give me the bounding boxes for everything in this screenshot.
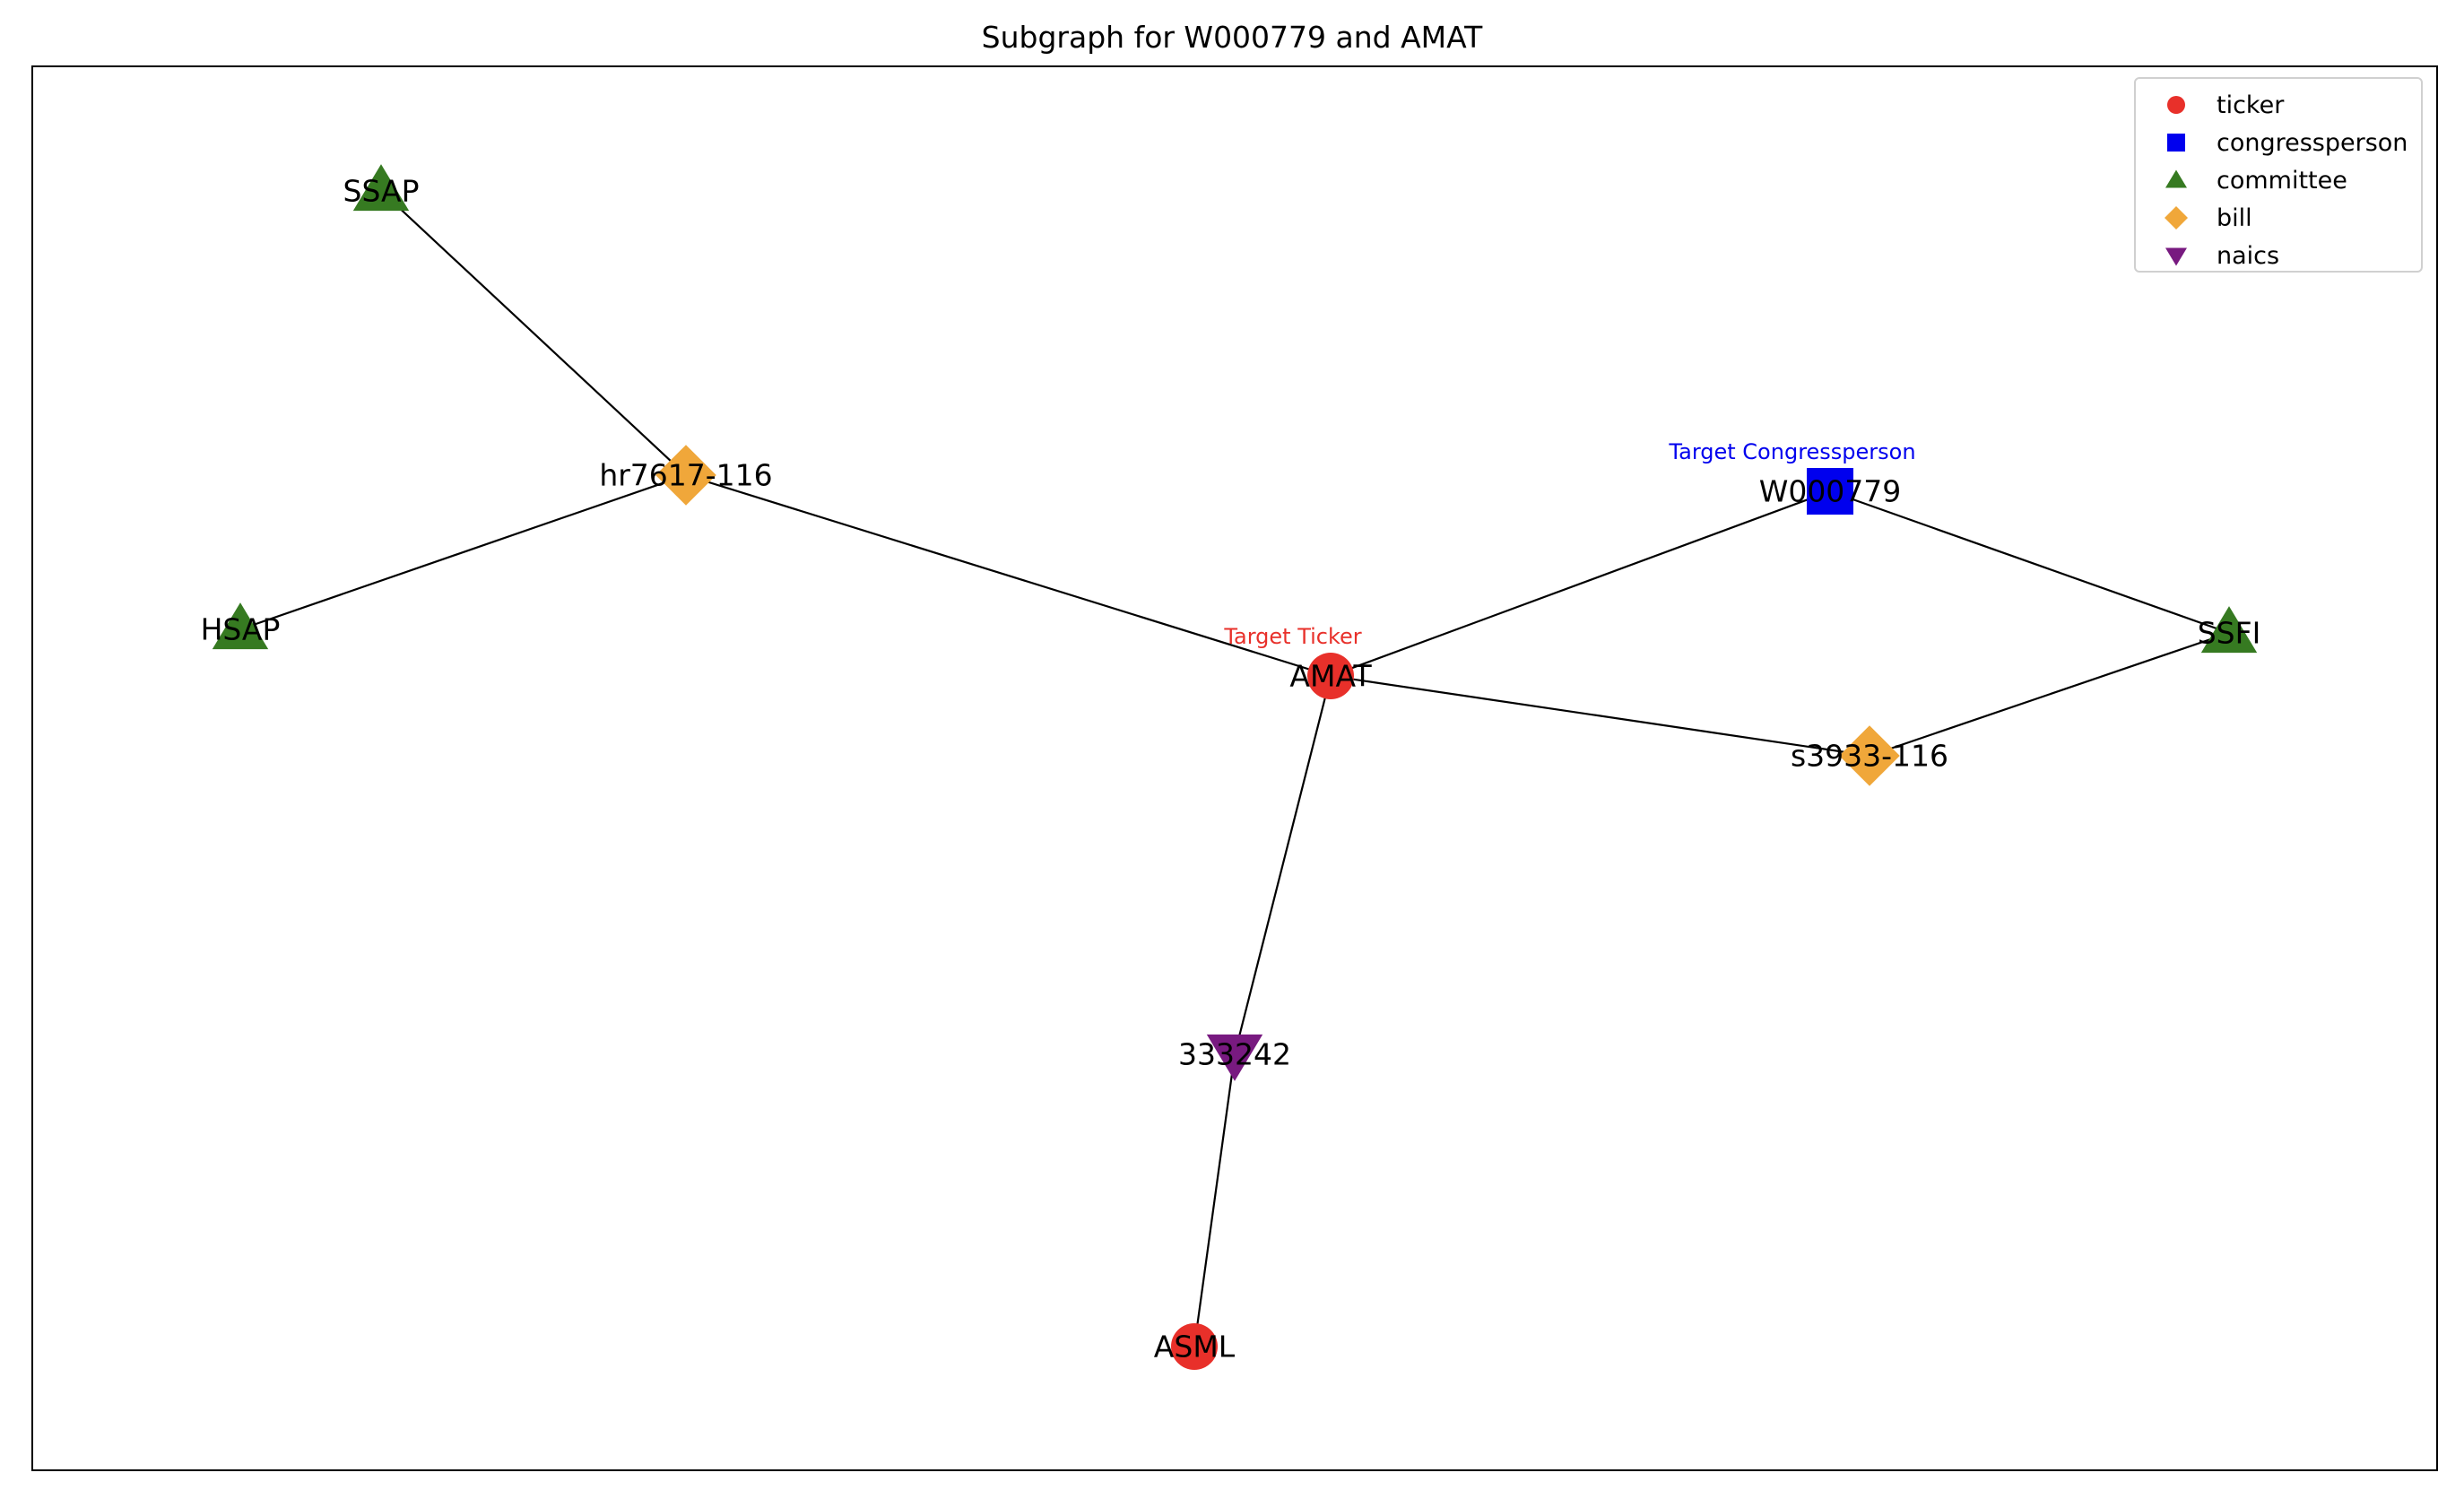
legend-marker-committee-icon	[2136, 161, 2217, 199]
node-ASML	[1171, 1323, 1218, 1370]
node-label-HSAP: HSAP	[201, 612, 281, 647]
edge-333242-ASML	[1193, 1053, 1236, 1347]
node-s3933-116	[1839, 725, 1900, 786]
node-333242	[1206, 1034, 1263, 1081]
node-AMAT	[1307, 653, 1354, 699]
edge-AMAT-W000779	[1330, 489, 1831, 678]
legend-marker-naics-icon	[2136, 237, 2217, 274]
edge-AMAT-333242	[1233, 675, 1332, 1055]
legend-label-committee: committee	[2217, 166, 2347, 195]
node-SSFI	[2200, 606, 2258, 654]
node-HSAP	[212, 602, 269, 650]
legend-label-naics: naics	[2217, 241, 2280, 270]
legend-marker-congressperson-icon	[2136, 124, 2217, 161]
edge-SSAP-hr7617-116	[380, 190, 687, 476]
node-label-SSFI: SSFI	[2198, 616, 2261, 651]
annotation-AMAT: Target Ticker	[1223, 624, 1361, 649]
legend: ticker congressperson committee bill naics	[2134, 77, 2423, 273]
node-label-s3933-116: s3933-116	[1791, 739, 1948, 774]
node-label-ASML: ASML	[1154, 1330, 1236, 1364]
edge-hr7617-116-AMAT	[685, 473, 1332, 678]
legend-label-congressperson: congressperson	[2217, 128, 2408, 157]
node-W000779	[1807, 468, 1853, 515]
legend-item-committee: committee	[2136, 161, 2421, 199]
annotation-W000779: Target Congressperson	[1668, 439, 1915, 464]
node-label-333242: 333242	[1178, 1037, 1291, 1072]
node-label-AMAT: AMAT	[1289, 659, 1372, 694]
edge-layer	[239, 190, 2230, 1347]
node-label-SSAP: SSAP	[343, 174, 420, 209]
legend-marker-bill-icon	[2136, 199, 2217, 237]
edge-W000779-SSFI	[1829, 489, 2230, 635]
legend-marker-ticker-icon	[2136, 86, 2217, 124]
label-layer: SSAP hr7617-116 HSAP AMAT Target Ticker W0007…	[201, 174, 2261, 1364]
node-layer	[212, 164, 2258, 1370]
plot-frame	[31, 65, 2438, 1471]
legend-item-ticker: ticker	[2136, 86, 2421, 124]
node-label-hr7617-116: hr7617-116	[599, 458, 772, 493]
legend-label-bill: bill	[2217, 204, 2252, 232]
legend-item-bill: bill	[2136, 199, 2421, 237]
edge-s3933-116-SSFI	[1869, 631, 2230, 758]
legend-item-congressperson: congressperson	[2136, 124, 2421, 161]
node-SSAP	[352, 164, 410, 212]
edge-hr7617-116-HSAP	[239, 473, 687, 631]
legend-item-naics: naics	[2136, 237, 2421, 274]
edge-AMAT-s3933-116	[1330, 674, 1870, 758]
diagram-title: Subgraph for W000779 and AMAT	[981, 20, 1483, 55]
node-label-W000779: W000779	[1759, 474, 1902, 509]
node-hr7617-116	[655, 445, 716, 506]
legend-label-ticker: ticker	[2217, 91, 2285, 119]
